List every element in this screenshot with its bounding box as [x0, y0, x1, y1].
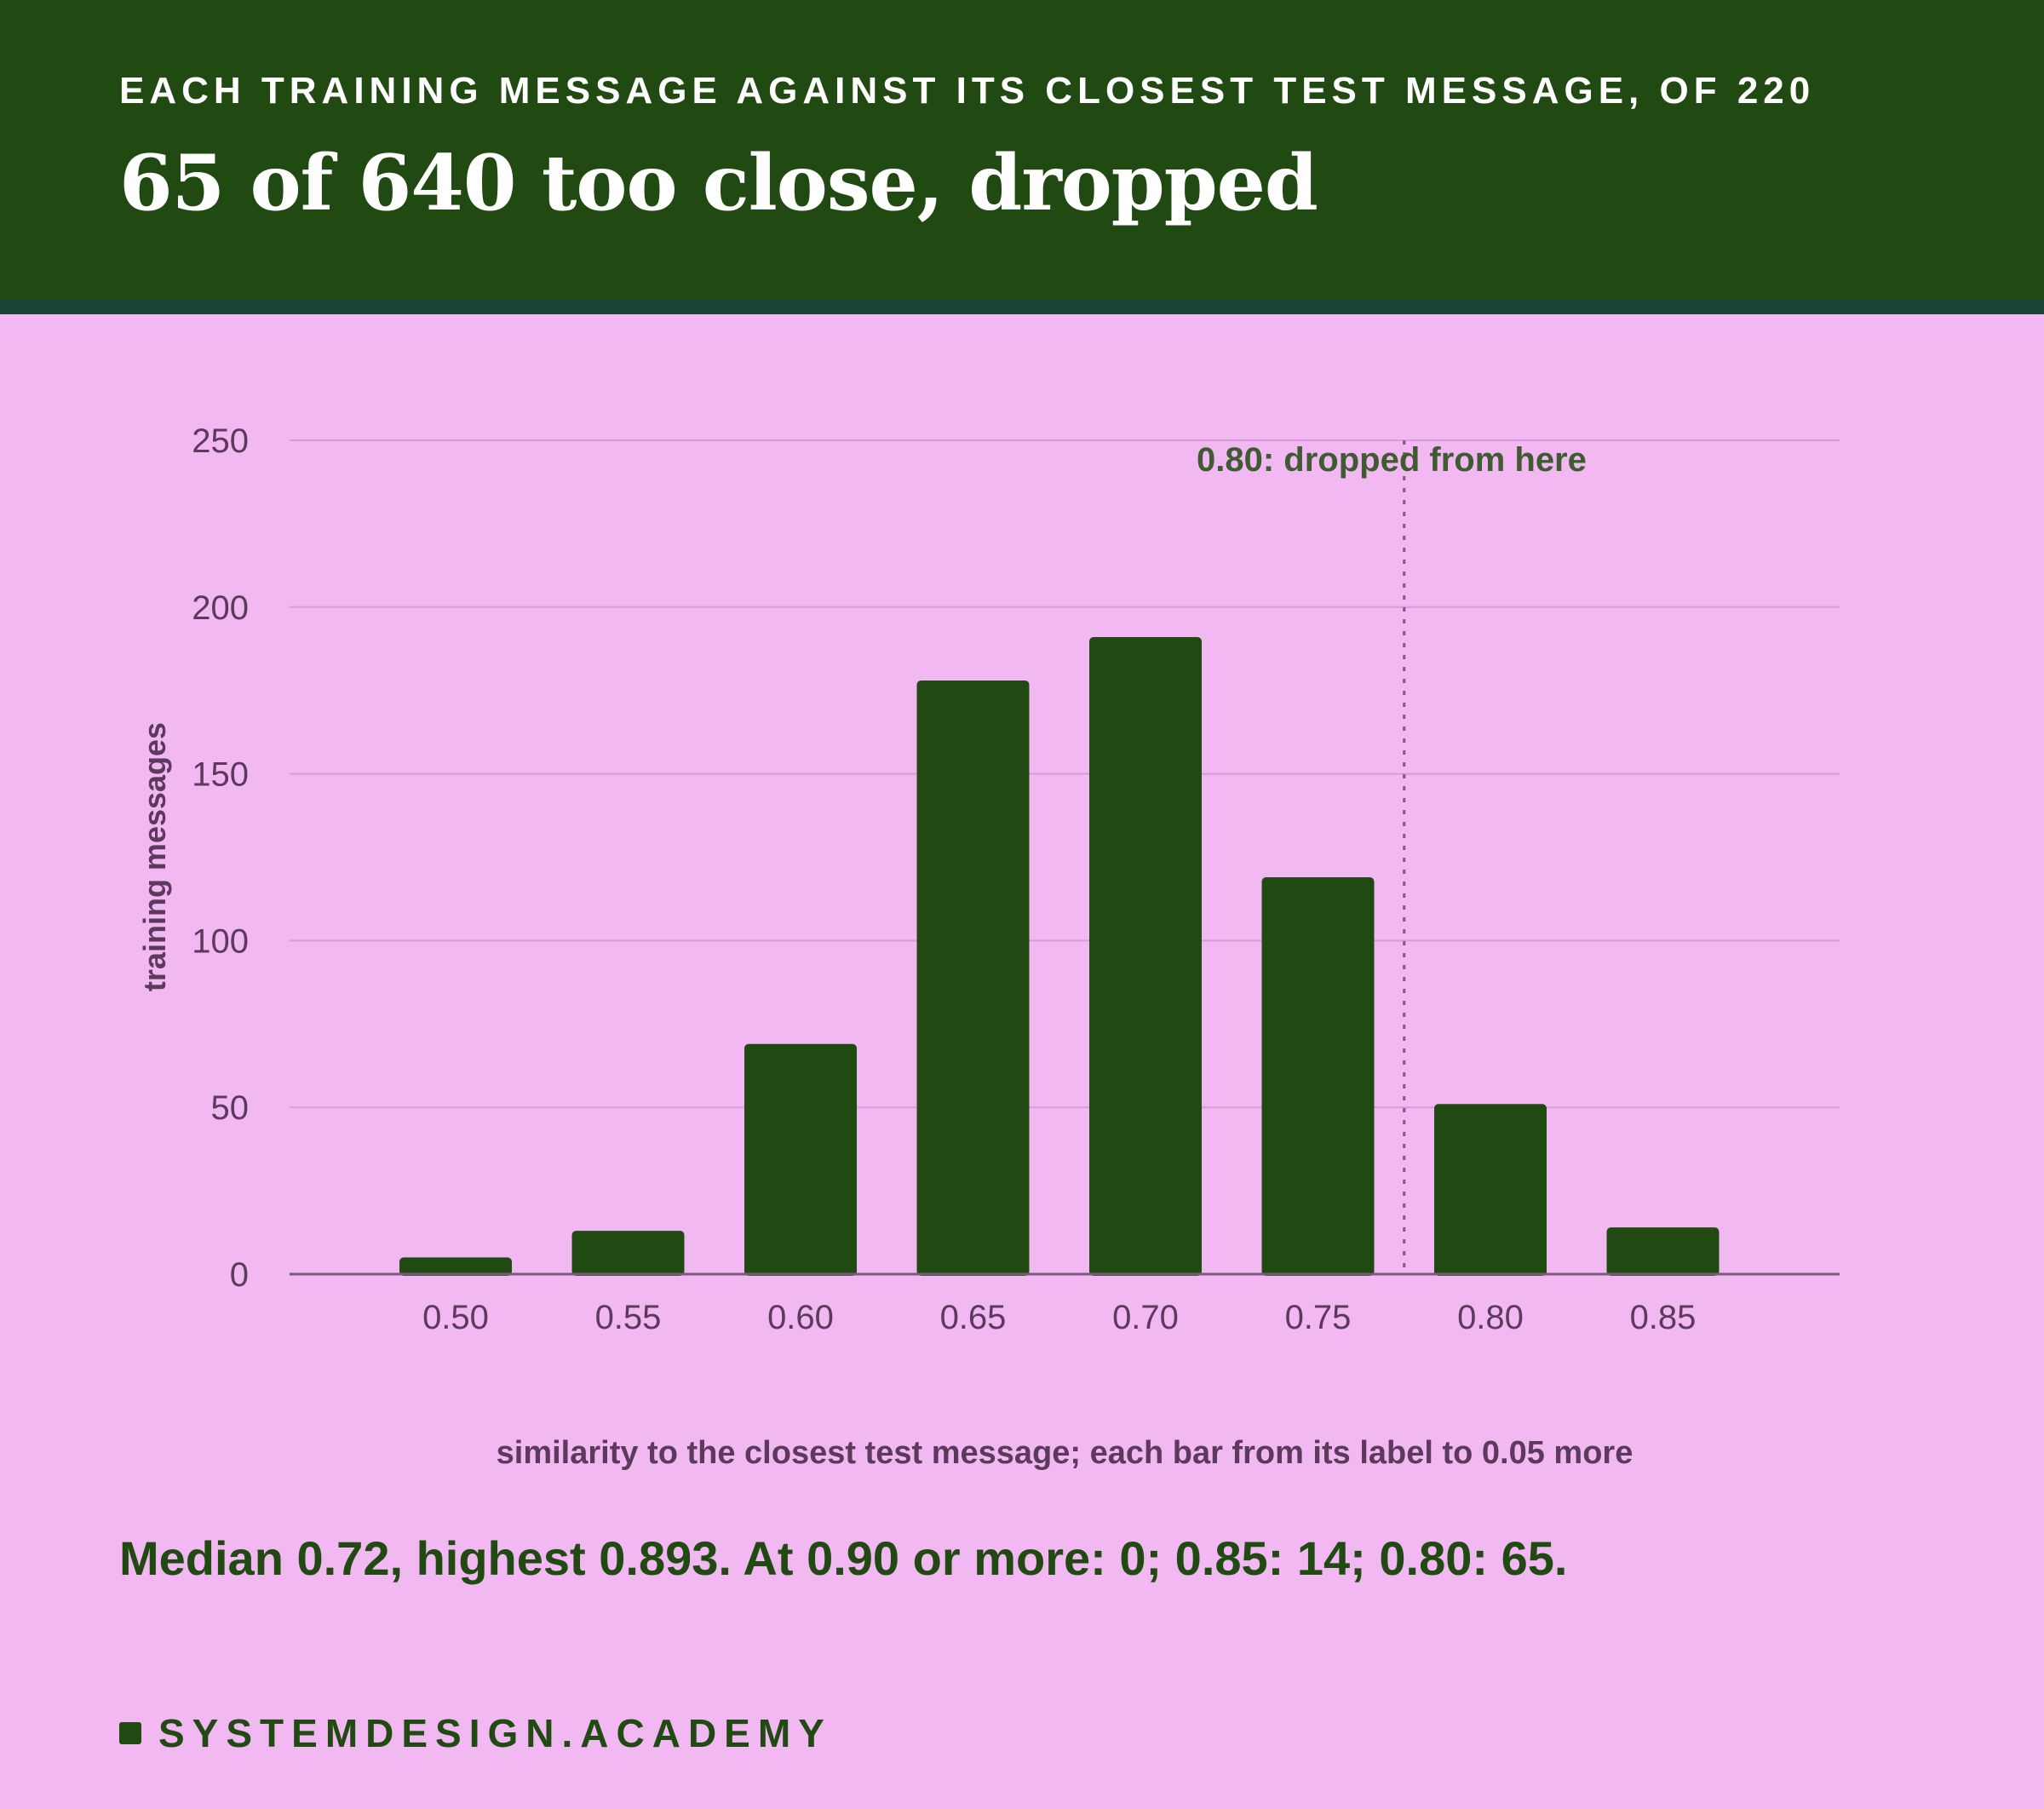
x-tick-labels: 0.50 0.55 0.60 0.65 0.70 0.75 0.80 0.85 — [422, 1299, 1696, 1336]
headline: 65 of 640 too close, dropped — [119, 138, 1318, 228]
brand-footer[interactable]: SYSTEMDESIGN.ACADEMY — [119, 1710, 832, 1756]
x-tick-label: 0.60 — [767, 1299, 834, 1336]
bar — [1434, 1104, 1547, 1276]
kicker-text: EACH TRAINING MESSAGE AGAINST ITS CLOSES… — [119, 70, 1816, 112]
y-tick-labels: 0 50 100 150 200 250 — [192, 422, 249, 1294]
x-tick-label: 0.55 — [595, 1299, 662, 1336]
y-tick-label: 250 — [192, 422, 249, 460]
x-tick-label: 0.75 — [1285, 1299, 1352, 1336]
x-tick-label: 0.85 — [1630, 1299, 1697, 1336]
x-tick-label: 0.50 — [422, 1299, 489, 1336]
bar — [571, 1231, 685, 1276]
y-tick-label: 150 — [192, 756, 249, 794]
bars — [399, 637, 1720, 1276]
bar — [916, 680, 1030, 1276]
header-rule — [0, 300, 2044, 314]
bar — [744, 1043, 857, 1276]
x-tick-label: 0.80 — [1457, 1299, 1524, 1336]
histogram-chart: 0 50 100 150 200 250 0.50 0.55 0.60 0.65 0.70 0.75… — [137, 422, 1840, 1471]
y-axis-label: training messages — [137, 722, 172, 991]
brand-square-icon — [119, 1722, 141, 1744]
bar — [1089, 637, 1202, 1276]
y-tick-label: 50 — [211, 1089, 250, 1127]
bar — [399, 1257, 512, 1276]
bar — [1606, 1227, 1720, 1276]
summary-text: Median 0.72, highest 0.893. At 0.90 or m… — [119, 1531, 1568, 1585]
y-tick-label: 200 — [192, 589, 249, 627]
gridlines — [290, 439, 1840, 1109]
header-banner: EACH TRAINING MESSAGE AGAINST ITS CLOSES… — [0, 0, 2044, 300]
x-axis-label: similarity to the closest test message; … — [497, 1435, 1633, 1471]
brand-name: SYSTEMDESIGN.ACADEMY — [158, 1711, 832, 1755]
y-tick-label: 100 — [192, 922, 249, 960]
x-tick-label: 0.65 — [940, 1299, 1007, 1336]
x-tick-label: 0.70 — [1112, 1299, 1179, 1336]
bar — [1261, 876, 1375, 1276]
y-tick-label: 0 — [230, 1256, 249, 1294]
threshold-annotation: 0.80: dropped from here — [1197, 441, 1587, 479]
